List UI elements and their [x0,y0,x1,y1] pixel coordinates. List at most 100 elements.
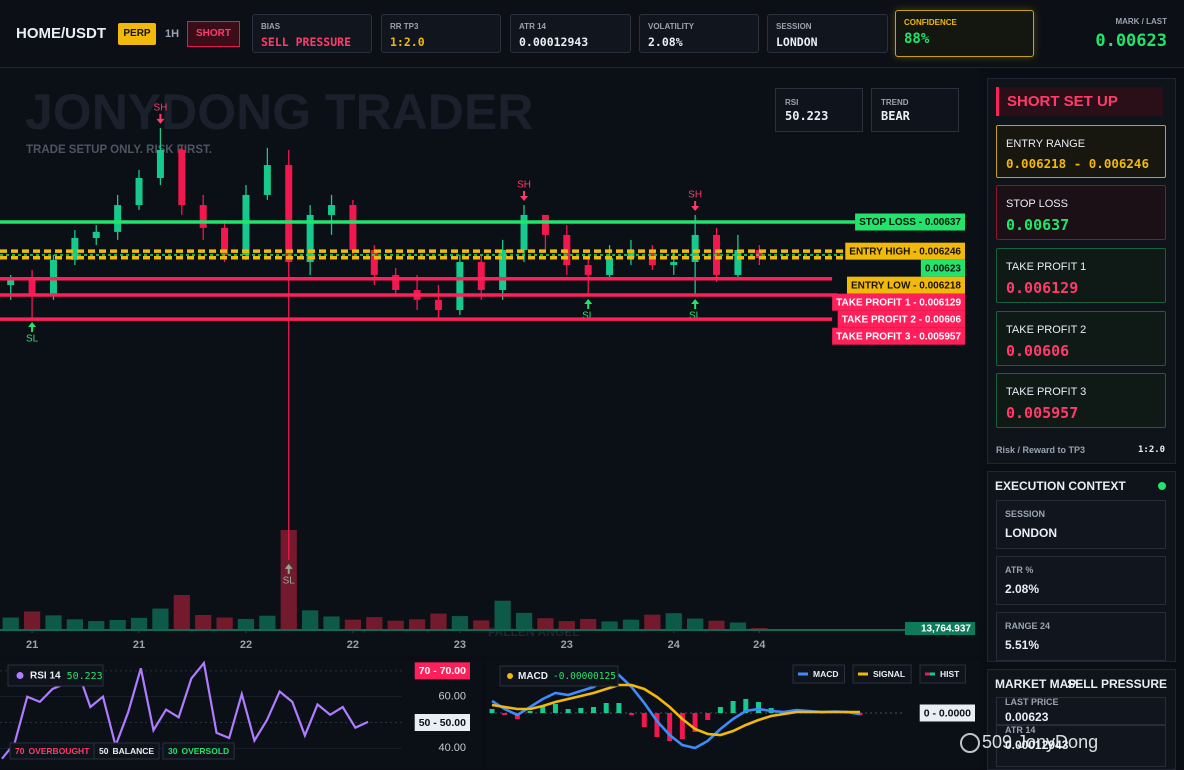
candle-body [541,214,549,235]
level-label: 0 - 0.0000 [924,707,971,719]
map-value: 0.00623 [1005,710,1049,724]
level-label: TAKE PROFIT 2 - 0.00606 [842,314,962,325]
candle-body [263,165,271,195]
setup-title: SHORT SET UP [996,87,1163,116]
price-panel [0,68,980,656]
level-label-bg [919,704,975,722]
candle-body [92,231,100,238]
candle-body [156,150,164,178]
candle-body [370,250,378,275]
market-badge: PERP [118,23,156,45]
candle-body [520,214,528,250]
level-label-bg [846,276,965,294]
candle-body [349,205,357,250]
hist-bar [616,703,622,713]
candle-body [755,250,763,258]
card-label: ENTRY RANGE [1006,138,1086,150]
candle-body [135,178,143,206]
side-badge: SHORT [187,21,240,47]
stat-box: RR TP3 1:2.0 [381,14,501,53]
candle-body [691,234,699,262]
volume-bar [729,622,747,630]
volume-bar [494,600,511,630]
stat-value: 88% [904,31,930,47]
rsi-title: RSI 14 [30,671,61,682]
hist-bar [489,709,495,713]
level-label-bg [837,310,965,328]
volume-bar [152,608,169,630]
level-label: ENTRY LOW - 0.006218 [851,280,961,291]
hist-bar [717,707,723,713]
hist-bar [603,703,609,713]
setup-card: ENTRY RANGE 0.006218 - 0.006246 [996,125,1166,178]
volume-bar [601,621,618,630]
rsi-legend-value: 30 [168,746,178,756]
marker-arrow [584,298,593,309]
macd-legend-chip [919,664,966,684]
context-card: RANGE 24 5.51% [996,612,1166,661]
context-label: SESSION [1005,509,1046,519]
stat-label: SESSION [776,22,812,31]
volume-bar [280,530,297,630]
level-label: 0.00623 [925,263,962,274]
hist-bar [730,701,736,713]
hist-bar [667,713,673,741]
volume-bar [708,620,725,630]
stat-box: BIAS SELL PRESSURE [252,14,372,53]
hist-bar [705,713,711,720]
macd-legend-label: MACD [813,669,839,679]
candle-body [477,262,485,290]
map-card: LAST PRICE 0.00623 [996,697,1166,725]
stat-label: ATR 14 [519,22,546,31]
stat-label: BIAS [261,22,281,31]
x-tick-label: 24 [753,639,766,651]
stat-value: 1:2.0 [390,35,425,49]
hist-bar [743,699,749,713]
rsi-current: 50.223 [67,671,103,682]
marker-label: SL [582,311,595,322]
context-card: SESSION LONDON [996,500,1166,549]
badge-label: TREND [881,98,909,107]
hist-bar [654,713,660,737]
stat-value: SELL PRESSURE [261,35,352,49]
macd-legend-label: SIGNAL [873,669,905,679]
stat-value: 2.08% [648,35,683,49]
stat-label: VOLATILITY [648,22,695,31]
hist-bar [679,713,685,739]
volume-bar [173,595,190,630]
volume-bar [687,618,704,630]
volume-bar [237,618,255,630]
rr-label: Risk / Reward to TP3 [996,445,1086,455]
x-tick-label: 21 [26,639,38,651]
macd-title: MACD [518,671,548,682]
map-value: 0.00012943 [1005,738,1069,752]
volume-bar [195,615,212,630]
context-label: RANGE 24 [1005,621,1051,631]
macd-title-box [499,665,619,687]
x-tick-label: 24 [668,639,681,651]
level-label-bg [832,327,965,345]
volume-bar [537,618,554,630]
volume-bar [580,618,597,630]
volume-bar [259,615,276,630]
x-tick-label: 21 [133,639,145,651]
context-value: 2.08% [1005,582,1040,596]
marker-label: SH [517,180,531,191]
mark-label: MARK / LAST [1115,17,1167,26]
level-label-bg [855,213,965,231]
candle-body [606,258,614,275]
timeframe: 1H [165,28,180,40]
rsi-dot [16,672,24,679]
macd-line [491,683,860,737]
card-value: 0.00637 [1006,216,1070,234]
card-value: 0.005957 [1006,404,1079,422]
card-label: TAKE PROFIT 3 [1006,386,1087,398]
rsi-legend-value: 70 [15,746,25,756]
x-tick-label: 22 [240,639,252,651]
hist-bar [629,713,635,715]
mark-value: 0.00623 [1095,31,1167,51]
macd-legend-chip [852,664,912,684]
status-dot [1158,482,1166,490]
macd-line [491,673,861,750]
